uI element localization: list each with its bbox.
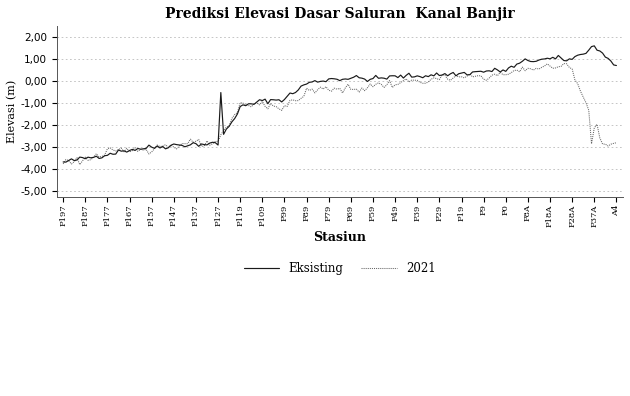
2021 (560, 61, 568, 66)
Eksisting (612, 63, 620, 68)
2021 (612, 140, 620, 145)
Y-axis label: Elevasi (m): Elevasi (m) (7, 80, 17, 143)
Legend: Eksisting, 2021: Eksisting, 2021 (239, 257, 440, 280)
Eksisting (59, 160, 67, 164)
Eksisting (568, 57, 576, 62)
2021 (361, 88, 369, 93)
2021 (571, 78, 579, 82)
Eksisting (65, 158, 72, 163)
2021 (62, 157, 70, 162)
Eksisting (294, 88, 302, 92)
X-axis label: Stasiun: Stasiun (313, 231, 366, 244)
2021 (112, 148, 120, 153)
2021 (59, 162, 67, 166)
2021 (264, 107, 272, 111)
Eksisting (264, 101, 272, 106)
2021 (294, 98, 302, 103)
Eksisting (62, 160, 70, 164)
Line: 2021: 2021 (63, 63, 616, 165)
Eksisting (590, 44, 598, 48)
2021 (76, 162, 84, 167)
Title: Prediksi Elevasi Dasar Saluran  Kanal Banjir: Prediksi Elevasi Dasar Saluran Kanal Ban… (165, 7, 515, 21)
Eksisting (112, 152, 120, 156)
Eksisting (361, 77, 369, 82)
Line: Eksisting: Eksisting (63, 46, 616, 162)
